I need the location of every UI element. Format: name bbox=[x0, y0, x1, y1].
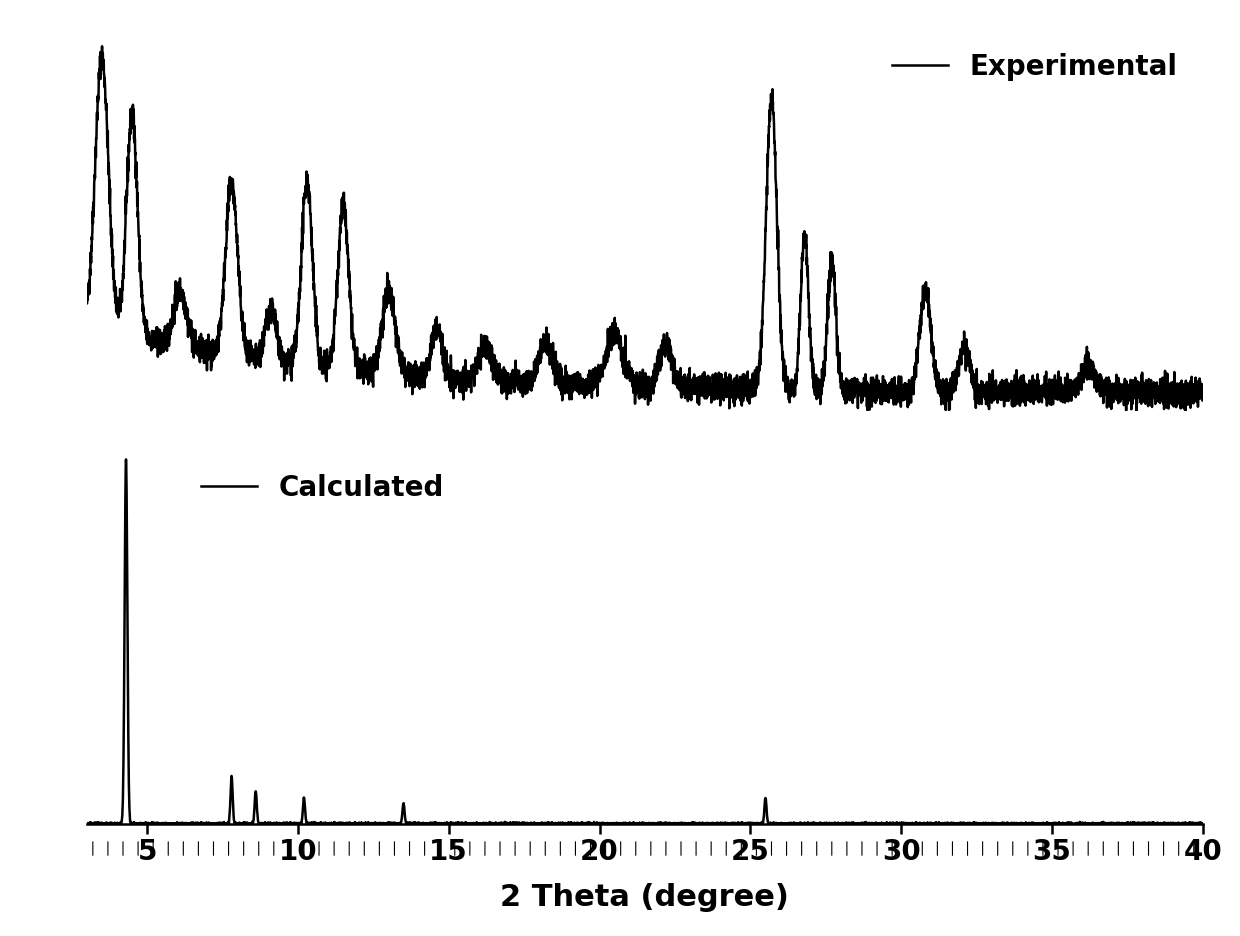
Legend: Experimental: Experimental bbox=[880, 42, 1189, 92]
X-axis label: 2 Theta (degree): 2 Theta (degree) bbox=[501, 883, 789, 912]
Legend: Calculated: Calculated bbox=[190, 462, 455, 513]
